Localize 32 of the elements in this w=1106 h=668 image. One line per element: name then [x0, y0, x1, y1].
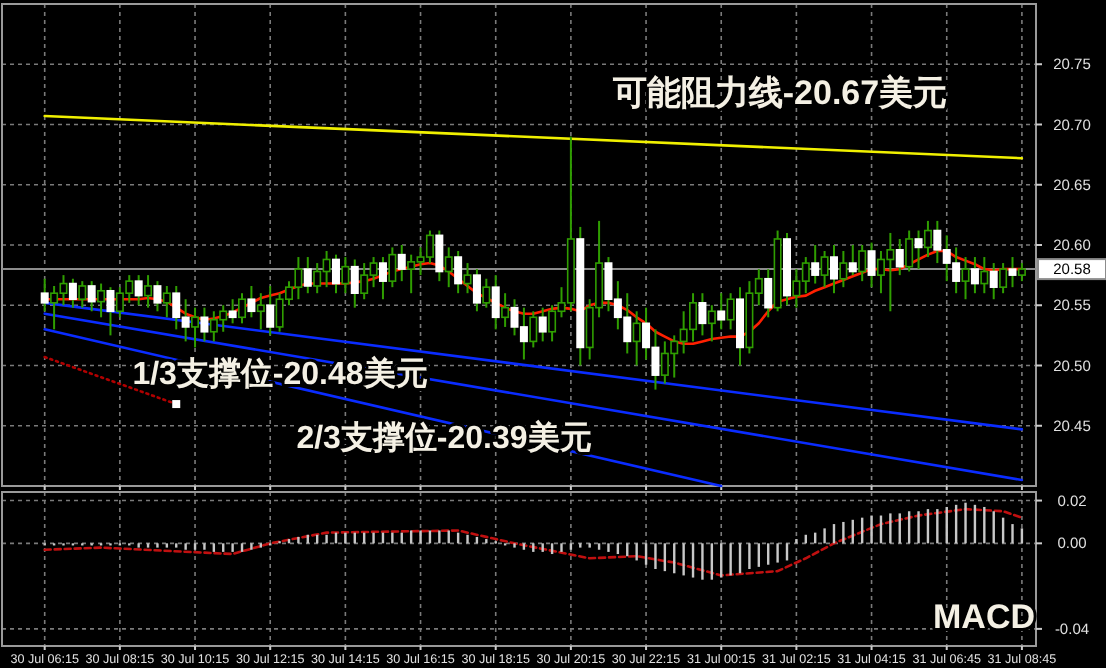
candlestick	[923, 219, 932, 259]
candlestick	[341, 256, 350, 295]
candlestick	[238, 292, 247, 325]
candlestick	[162, 284, 171, 319]
candlestick	[144, 274, 153, 309]
candlestick	[980, 256, 989, 295]
candlestick	[388, 246, 397, 289]
candlestick	[444, 246, 453, 289]
candlestick	[463, 262, 472, 295]
candlestick	[191, 306, 200, 349]
candlestick	[820, 250, 829, 289]
candlestick	[256, 292, 265, 331]
candlestick	[425, 229, 434, 265]
candlestick	[839, 250, 848, 289]
candlestick	[726, 292, 735, 331]
candlestick	[999, 262, 1008, 295]
candlestick	[50, 284, 59, 331]
candlestick	[78, 280, 87, 309]
candlestick	[961, 256, 970, 301]
line-series	[43, 507, 1024, 577]
candlestick	[482, 277, 491, 309]
candlestick	[1017, 262, 1026, 283]
candlestick	[548, 304, 557, 343]
candlestick	[501, 292, 510, 328]
annotation: 可能阻力线-20.67美元	[610, 74, 948, 112]
candlestick	[632, 310, 641, 367]
annotation: MACD	[933, 598, 1035, 636]
candlestick	[905, 229, 914, 273]
candlestick	[858, 244, 867, 283]
candlestick	[707, 304, 716, 343]
candlestick	[529, 310, 538, 349]
candlestick	[97, 282, 106, 319]
